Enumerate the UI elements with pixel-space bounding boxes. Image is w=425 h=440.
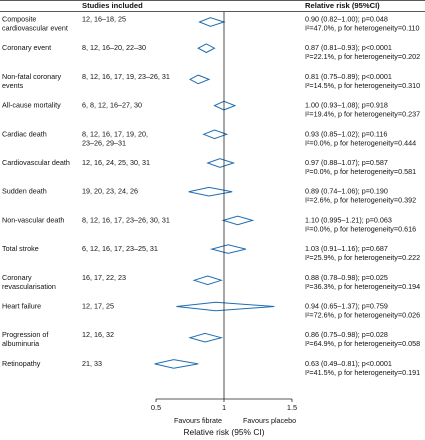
row-label: Coronary event — [2, 43, 51, 52]
row-estimate: 0.81 (0.75–0.89); p<0.0001 — [305, 72, 392, 81]
row-studies: 8, 12, 16, 17, 23–26, 30, 31 — [82, 215, 170, 224]
row-studies: 12, 16, 24, 25, 30, 31 — [82, 158, 150, 167]
row-label: events — [2, 81, 24, 90]
row-studies: 12, 16–18, 25 — [82, 15, 126, 24]
forest-row: Cardiovascular death 12, 16, 24, 25, 30, … — [2, 158, 416, 176]
estimate-diamond — [154, 359, 199, 369]
row-label: Sudden death — [2, 187, 47, 196]
row-estimate: 1.03 (0.91–1.16); p=0.687 — [305, 244, 388, 253]
row-heterogeneity: I²=0.0%, p for heterogeneity=0.616 — [305, 224, 416, 233]
row-estimate: 0.89 (0.74–1.06); p=0.190 — [305, 187, 388, 196]
forest-row: Total stroke 6, 12, 16, 17, 23–25, 31 1.03… — [2, 244, 420, 262]
row-studies: 19, 20, 23, 24, 26 — [82, 187, 138, 196]
row-heterogeneity: I²=19.4%, p for heterogeneity=0.237 — [305, 110, 420, 119]
row-studies: 23–26, 29–31 — [82, 138, 126, 147]
row-heterogeneity: I²=0.0%, p for heterogeneity=0.581 — [305, 167, 416, 176]
row-studies: 16, 17, 22, 23 — [82, 273, 126, 282]
x-tick-label: 1.5 — [287, 403, 297, 412]
favours-placebo-label: Favours placebo — [243, 416, 296, 425]
row-estimate: 0.93 (0.85–1.02); p=0.116 — [305, 129, 387, 138]
row-estimate: 0.97 (0.88–1.07); p=0.587 — [305, 158, 388, 167]
row-heterogeneity: I²=0.0%, p for heterogeneity=0.444 — [305, 138, 416, 147]
header-relative-risk: Relative risk (95%CI) — [305, 1, 380, 10]
row-studies: 8, 12, 16–20, 22–30 — [82, 43, 146, 52]
estimate-diamond — [188, 74, 211, 85]
estimate-diamond — [188, 186, 233, 197]
forest-row: All-cause mortality 6, 8, 12, 16–27, 30 1.… — [2, 101, 420, 119]
header-studies: Studies included — [82, 1, 143, 10]
estimate-diamond — [213, 100, 237, 111]
row-studies: 21, 33 — [82, 359, 102, 368]
row-estimate: 0.86 (0.75–0.98); p=0.028 — [305, 330, 388, 339]
forest-row: Coronary event 8, 12, 16–20, 22–30 0.87 (0… — [2, 43, 420, 61]
row-studies: 8, 12, 16, 17, 19, 23–26, 31 — [82, 72, 170, 81]
row-studies: 6, 8, 12, 16–27, 30 — [82, 101, 142, 110]
estimate-diamond — [192, 275, 223, 286]
forest-row: Non-vascular death 8, 12, 16, 17, 23–26, … — [2, 215, 416, 233]
row-label: Non-fatal coronary — [2, 72, 62, 81]
row-heterogeneity: I²=25.9%, p for heterogeneity=0.222 — [305, 253, 420, 262]
row-label: All-cause mortality — [2, 101, 61, 110]
row-heterogeneity: I²=22.1%, p for heterogeneity=0.202 — [305, 52, 420, 61]
estimate-diamond — [197, 43, 216, 54]
estimate-diamond — [188, 332, 224, 343]
x-axis: 0.5 1 1.5 — [151, 12, 297, 412]
row-heterogeneity: I²=72.6%, p for heterogeneity=0.026 — [305, 311, 420, 320]
forest-row: Cardiac death 8, 12, 16, 17, 19, 20,23–26… — [2, 129, 416, 147]
row-estimate: 0.94 (0.65–1.37); p=0.759 — [305, 302, 388, 311]
row-label: Non-vascular death — [2, 215, 64, 224]
row-label: cardiovascular event — [2, 24, 68, 33]
row-label: revascularisation — [2, 282, 56, 291]
row-heterogeneity: I²=64.9%, p for heterogeneity=0.058 — [305, 339, 420, 348]
estimate-diamond — [206, 158, 236, 168]
row-estimate: 1.10 (0.995–1.21); p=0.063 — [305, 215, 392, 224]
row-estimate: 0.87 (0.81–0.93); p<0.0001 — [305, 43, 392, 52]
row-studies: 12, 16, 32 — [82, 330, 114, 339]
row-studies: 8, 12, 16, 17, 19, 20, — [82, 129, 148, 138]
row-estimate: 0.90 (0.82–1.00); p=0.048 — [305, 15, 388, 24]
row-label: Coronary — [2, 273, 32, 282]
row-heterogeneity: I²=41.5%, p for heterogeneity=0.191 — [305, 368, 420, 377]
row-estimate: 0.88 (0.78–0.98); p=0.025 — [305, 273, 388, 282]
row-label: albuminuria — [2, 339, 39, 348]
forest-row: Heart failure 12, 17, 25 0.94 (0.65–1.37);… — [2, 302, 420, 320]
row-heterogeneity: I²=2.6%, p for heterogeneity=0.392 — [305, 196, 416, 205]
estimate-diamond — [209, 244, 246, 254]
row-studies: 6, 12, 16, 17, 23–25, 31 — [82, 244, 158, 253]
row-heterogeneity: I²=14.5%, p for heterogeneity=0.310 — [305, 81, 420, 90]
row-label: Cardiovascular death — [2, 158, 70, 167]
forest-row: Retinopathy 21, 33 0.63 (0.49–0.81); p<0.0… — [2, 359, 420, 377]
row-label: Heart failure — [2, 302, 41, 311]
row-estimate: 0.63 (0.49–0.81); p<0.0001 — [305, 359, 392, 368]
x-tick-label: 0.5 — [151, 403, 161, 412]
favours-fibrate-label: Favours fibrate — [174, 416, 222, 425]
row-label: Total stroke — [2, 244, 39, 253]
row-label: Composite — [2, 15, 36, 24]
estimate-diamond — [202, 129, 229, 140]
row-label: Cardiac death — [2, 129, 47, 138]
row-heterogeneity: I²=36.3%, p for heterogeneity=0.194 — [305, 282, 420, 291]
x-tick-label: 1 — [222, 403, 226, 412]
estimate-diamond — [198, 17, 226, 27]
row-label: Progression of — [2, 330, 48, 339]
estimate-diamond — [221, 215, 255, 226]
x-axis-title: Relative risk (95% CI) — [184, 427, 265, 437]
row-estimate: 1.00 (0.93–1.08); p=0.918 — [305, 101, 388, 110]
row-label: Retinopathy — [2, 359, 41, 368]
forest-row: Sudden death 19, 20, 23, 24, 26 0.89 (0.74… — [2, 187, 416, 205]
row-heterogeneity: I²=47.0%, p for heterogeneity=0.110 — [305, 24, 420, 33]
row-studies: 12, 17, 25 — [82, 302, 114, 311]
estimate-diamond — [176, 301, 275, 312]
